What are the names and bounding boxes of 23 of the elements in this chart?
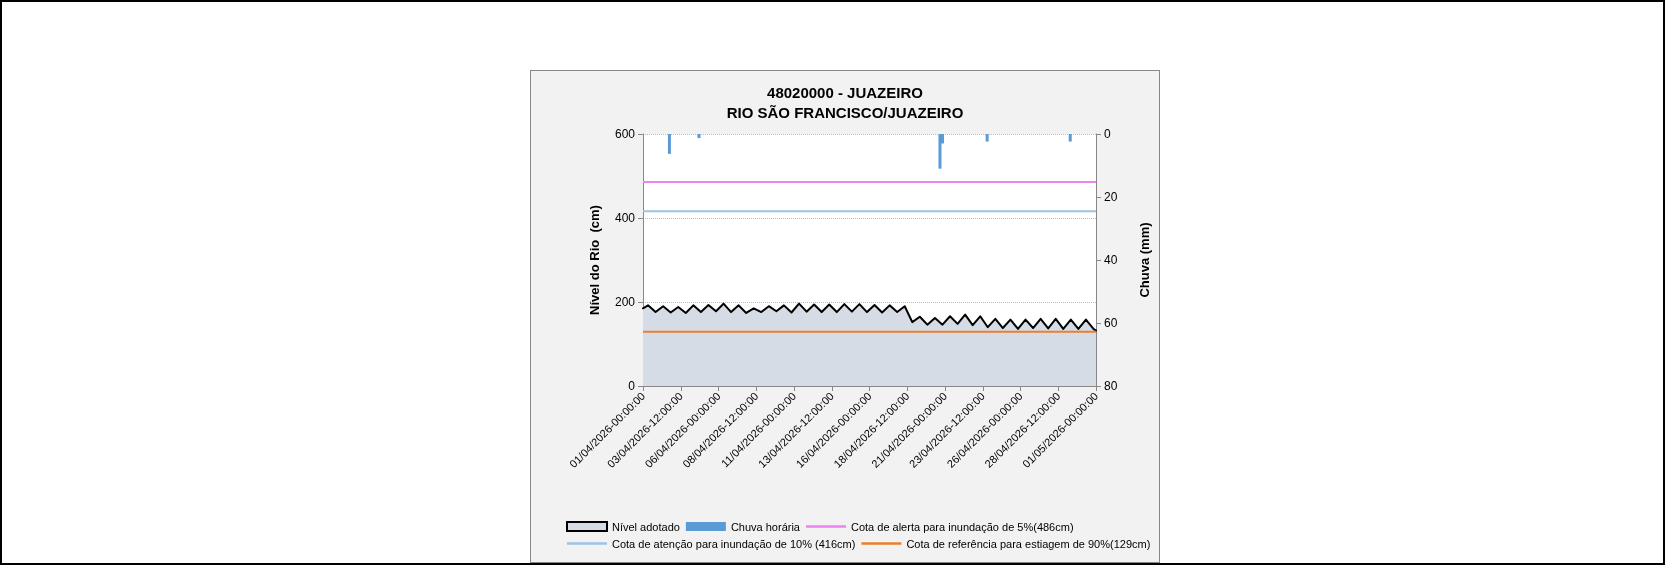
bar <box>938 134 942 169</box>
y-tick-label: 200 <box>614 295 636 309</box>
y2-tick-label: 40 <box>1104 253 1118 267</box>
legend-label: Cota de referência para estiagem de 90%(129cm) <box>906 537 1151 550</box>
y-tick-label: 600 <box>614 127 636 141</box>
legend-label: Chuva horária <box>730 520 801 533</box>
legend-label: Nível adotado <box>612 520 680 533</box>
bar <box>697 134 701 139</box>
bar <box>667 134 671 154</box>
chart-title: 48020000 - JUAZEIRO <box>767 83 924 101</box>
y2-tick-label: 20 <box>1104 190 1118 204</box>
y-tick-label: 0 <box>628 379 636 393</box>
legend-label: Cota de atenção para inundação de 10% (416cm) <box>612 537 856 550</box>
y-tick-label: 400 <box>614 211 636 225</box>
chart-subtitle: RIO SÃO FRANCISCO/JUAZEIRO <box>726 103 964 121</box>
y2-tick-label: 0 <box>1104 127 1111 141</box>
bar <box>1068 134 1072 142</box>
legend-label: Cota de alerta para inundação de 5%(486cm) <box>850 520 1074 533</box>
y2-tick-label: 80 <box>1104 379 1118 393</box>
y-axis-title: Nível do Rio (cm) <box>587 205 602 315</box>
bar <box>985 134 989 142</box>
y2-tick-label: 60 <box>1104 316 1118 330</box>
y2-axis-title: Chuva (mm) <box>1137 222 1152 298</box>
